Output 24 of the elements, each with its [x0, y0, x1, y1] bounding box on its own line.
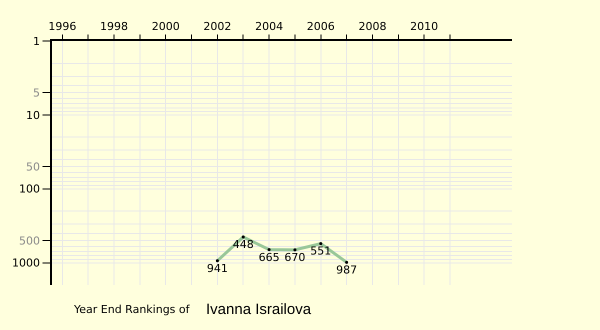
y-tick-label: 50	[26, 160, 40, 174]
line-series	[216, 235, 348, 264]
data-label: 448	[232, 238, 254, 252]
data-label: 941	[206, 262, 228, 275]
x-tick-label: 1996	[48, 20, 76, 33]
x-tick-label: 2006	[306, 20, 335, 33]
x-tick-label: 2004	[255, 20, 284, 33]
y-tick-label: 500	[19, 234, 40, 248]
x-tick-label: 2000	[152, 20, 180, 33]
x-tick-label: 2010	[410, 20, 438, 33]
text: Ivanna Israilova	[206, 301, 312, 318]
y-tick-label: 1	[33, 34, 40, 48]
x-tick-label: 2008	[358, 20, 386, 33]
y-tick-label: 1000	[12, 256, 40, 270]
x-tick-label: 2002	[203, 20, 232, 33]
y-tick-label: 10	[26, 108, 40, 122]
x-tick-label: 1998	[100, 20, 128, 33]
data-label: 551	[310, 244, 332, 258]
data-label: 987	[336, 263, 358, 276]
text: Year End Rankings of	[73, 303, 191, 316]
data-label: 665	[258, 250, 280, 264]
y-tick-label: 100	[19, 182, 40, 196]
y-tick-label: 5	[33, 86, 40, 100]
data-label: 670	[284, 251, 306, 264]
